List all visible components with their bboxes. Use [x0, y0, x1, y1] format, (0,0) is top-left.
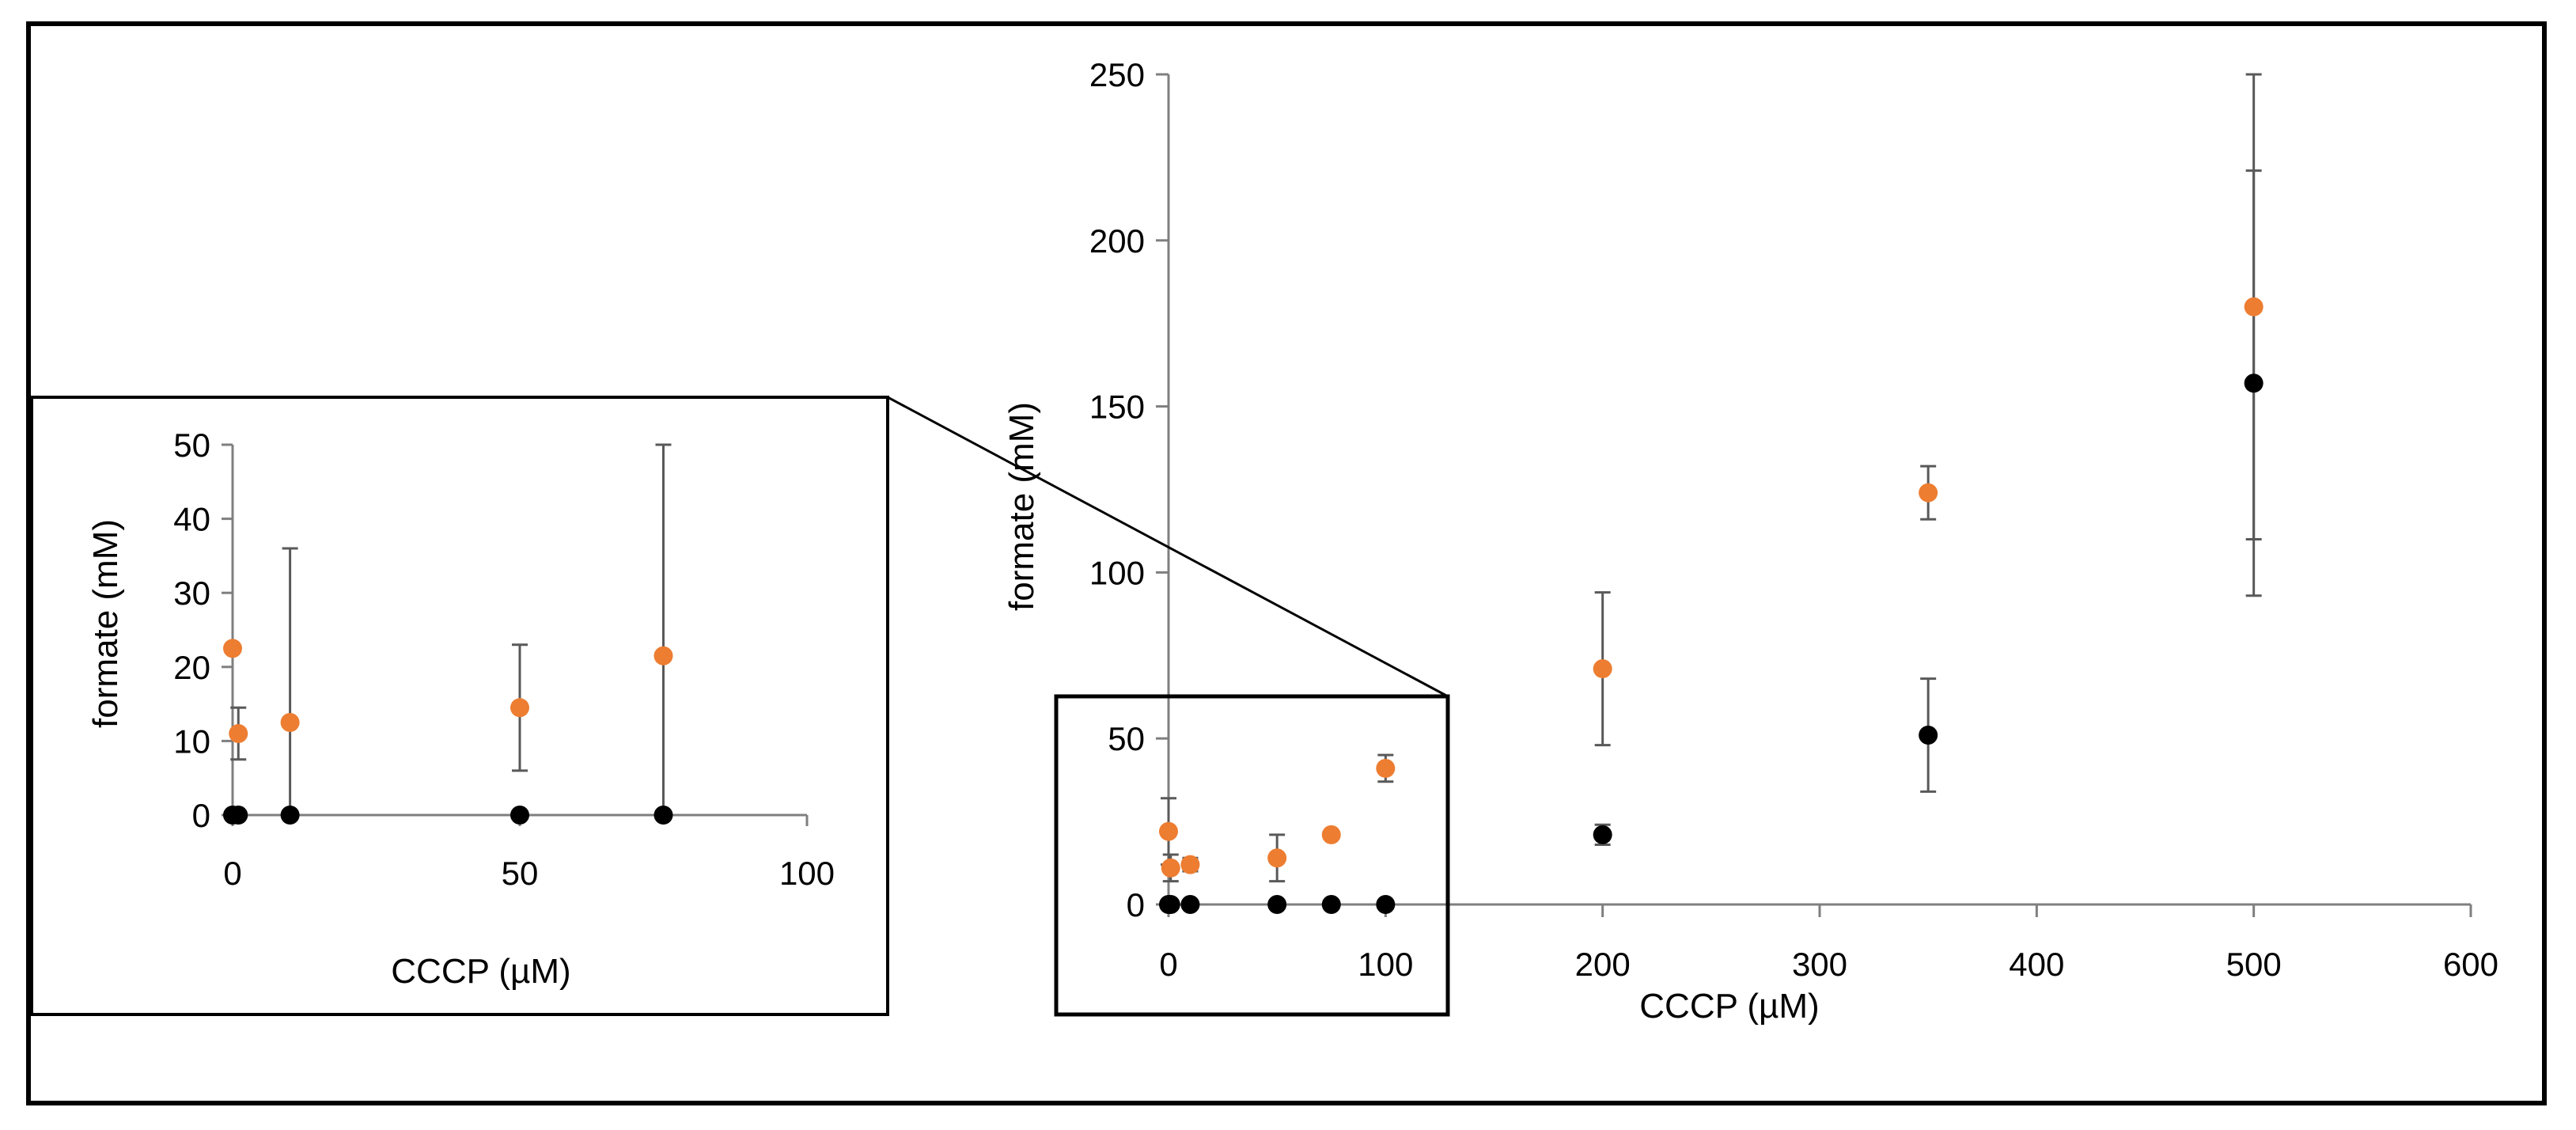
inset-x-tick-label: 0: [223, 855, 241, 892]
inset-frame: [30, 396, 889, 1016]
inset-x-axis-title: CCCP (µM): [391, 952, 570, 991]
main-y-tick-label: 100: [1089, 554, 1145, 591]
main-x-tick-label: 0: [1159, 946, 1177, 983]
inset-series-0-point: [229, 724, 248, 744]
main-x-tick-label: 400: [2009, 946, 2064, 983]
main-x-tick-label: 300: [1792, 946, 1847, 983]
main-y-axis-title: formate (mM): [1002, 402, 1041, 611]
main-series-1-point: [1593, 825, 1612, 844]
zoom-region-frame: [1054, 694, 1450, 1017]
main-series-0-point: [1161, 858, 1180, 878]
main-series-1-point: [1180, 895, 1200, 914]
main-series-0-point: [2244, 297, 2263, 317]
inset-y-tick-label: 20: [173, 649, 210, 686]
inset-series-0-point: [280, 713, 300, 732]
main-series-0-point: [1267, 848, 1287, 868]
main-x-tick-label: 600: [2443, 946, 2498, 983]
inset-y-tick-label: 40: [173, 501, 210, 538]
main-chart-marks: 0 50 100 150 200 250 0 100 200 300 400 500 600: [1089, 56, 2498, 983]
main-chart: 0 50 100 150 200 250 0 100 200 300 400 500 600 CCCP …: [1002, 56, 2498, 1026]
inset-series-1-point: [229, 806, 248, 825]
main-series-1-point: [1919, 726, 1938, 745]
main-y-tick-label: 150: [1089, 389, 1145, 426]
main-series-0-point: [1180, 855, 1200, 874]
main-series-1-point: [2244, 374, 2263, 393]
inset-x-tick-label: 50: [502, 855, 539, 892]
inset-series-1-point: [280, 806, 300, 825]
main-series-0-point: [1593, 659, 1612, 679]
main-series-0-point: [1321, 825, 1341, 844]
main-series-0-point: [1376, 758, 1396, 778]
inset-x-tick-label: 100: [779, 855, 835, 892]
inset-chart: 0 10 20 30 40 50 0 50 100 CCCP (µM) formate (mM): [30, 396, 889, 1016]
inset-series-1-point: [653, 806, 673, 825]
main-series-0-point: [1159, 821, 1178, 841]
main-x-axis-title: CCCP (µM): [1639, 987, 1819, 1026]
main-y-tick-label: 200: [1089, 222, 1145, 260]
main-x-tick-label: 200: [1575, 946, 1631, 983]
main-series-1-point: [1376, 895, 1396, 914]
inset-series-1-point: [510, 806, 529, 825]
main-series-1-point: [1321, 895, 1341, 914]
inset-series-0-point: [223, 639, 242, 658]
inset-series-0-point: [510, 698, 529, 718]
inset-chart-marks: 0 10 20 30 40 50 0 50 100: [173, 427, 835, 892]
main-x-tick-label: 500: [2226, 946, 2282, 983]
main-series-0-point: [1919, 483, 1938, 502]
inset-y-tick-label: 10: [173, 722, 210, 760]
main-x-tick-label: 100: [1358, 946, 1413, 983]
inset-y-tick-label: 50: [173, 427, 210, 464]
main-y-tick-label: 0: [1127, 886, 1145, 923]
zoom-connector-line: [887, 396, 1449, 698]
inset-y-tick-label: 30: [173, 574, 210, 612]
main-y-tick-label: 250: [1089, 56, 1145, 93]
inset-y-tick-label: 0: [192, 797, 210, 834]
main-series-1-point: [1161, 895, 1180, 914]
inset-series-0-point: [653, 646, 673, 665]
main-y-tick-label: 50: [1108, 720, 1145, 757]
inset-y-axis-title: formate (mM): [86, 519, 125, 728]
main-series-1-point: [1267, 895, 1287, 914]
